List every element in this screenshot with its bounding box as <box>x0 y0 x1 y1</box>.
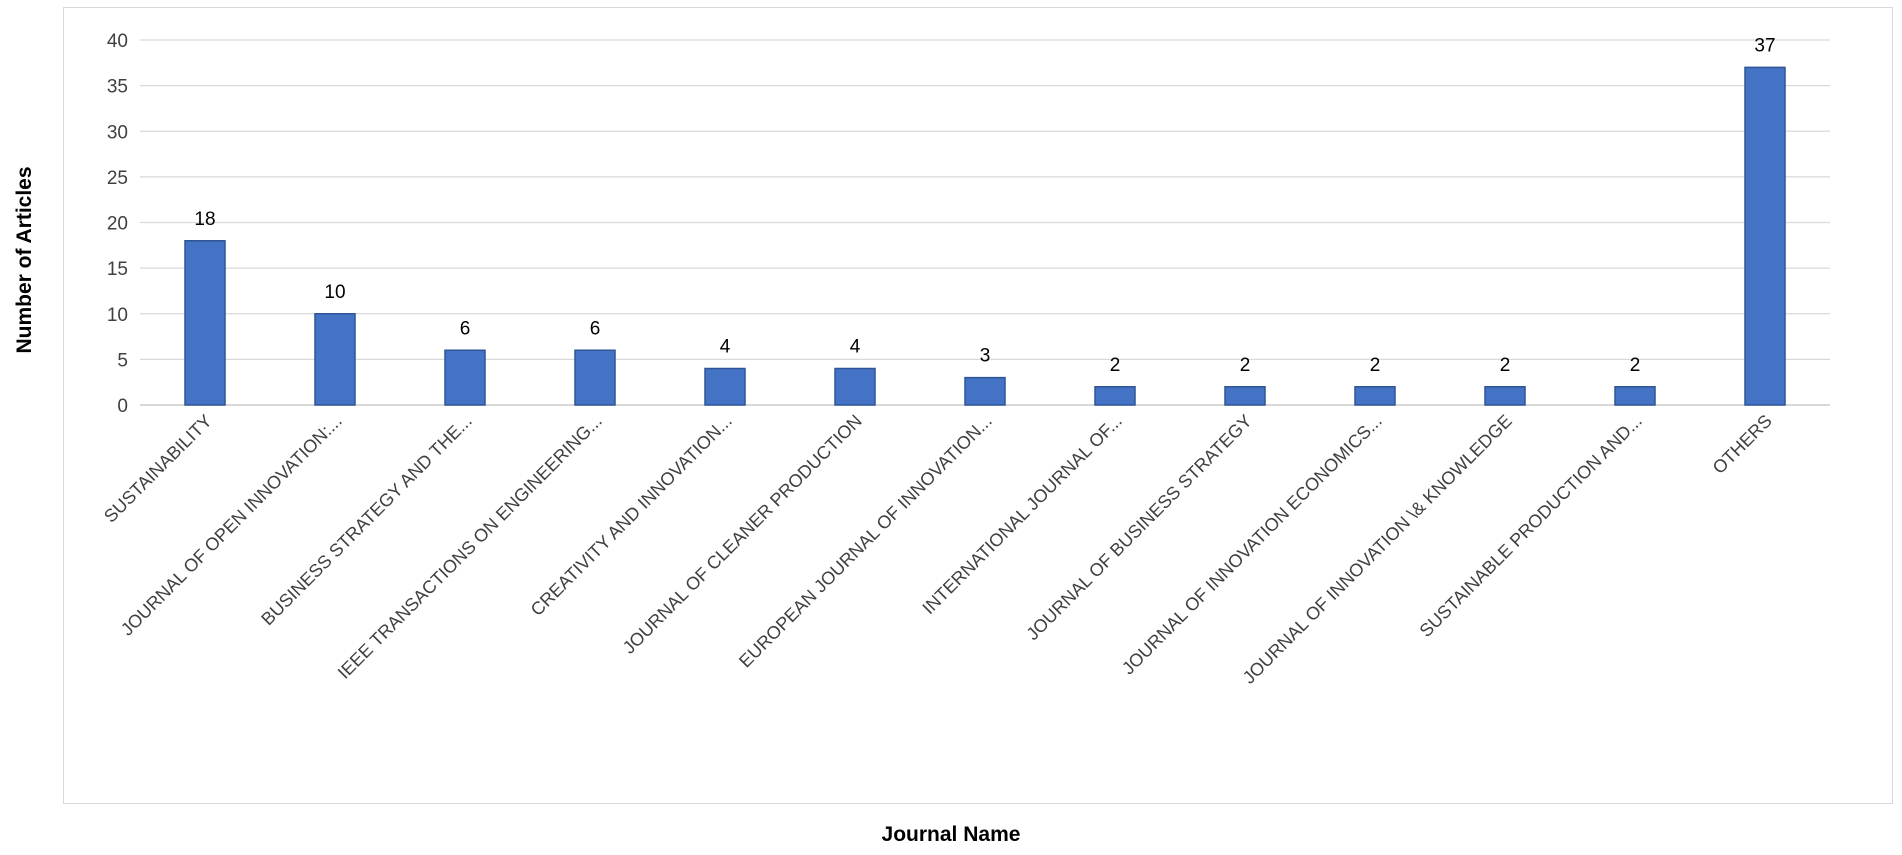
data-label: 2 <box>1370 355 1381 376</box>
category-label: JOURNAL OF CLEANER PRODUCTION <box>619 411 866 658</box>
data-label: 4 <box>720 337 731 358</box>
bars <box>184 66 1786 406</box>
category-label: BUSINESS STRATEGY AND THE... <box>257 411 476 630</box>
data-label: 2 <box>1630 355 1641 376</box>
y-tick-label: 10 <box>107 305 128 326</box>
bar <box>1354 386 1396 406</box>
data-label: 2 <box>1110 355 1121 376</box>
bar <box>704 367 746 406</box>
y-tick-label: 35 <box>107 77 128 98</box>
bar <box>1614 386 1656 406</box>
y-tick-label: 40 <box>107 31 128 52</box>
bar <box>184 240 226 406</box>
data-label: 6 <box>590 318 601 339</box>
y-tick-label: 30 <box>107 122 128 143</box>
data-label: 18 <box>194 209 215 230</box>
gridlines <box>140 39 1830 406</box>
bar <box>834 367 876 406</box>
data-label: 37 <box>1754 35 1775 56</box>
data-label: 10 <box>324 282 345 303</box>
category-label: JOURNAL OF OPEN INNOVATION:... <box>117 411 346 640</box>
category-label: JOURNAL OF BUSINESS STRATEGY <box>1022 411 1255 644</box>
category-label: SUSTAINABILITY <box>100 411 216 527</box>
data-label: 2 <box>1500 355 1511 376</box>
category-label: OTHERS <box>1709 411 1776 478</box>
bar <box>314 313 356 406</box>
y-axis-title: Number of Articles <box>13 166 36 354</box>
category-label: JOURNAL OF INNOVATION ECONOMICS... <box>1118 411 1386 679</box>
category-label: SUSTAINABLE PRODUCTION AND... <box>1416 411 1646 641</box>
y-tick-label: 15 <box>107 259 128 280</box>
data-label: 4 <box>850 337 861 358</box>
bar <box>964 376 1006 406</box>
y-tick-label: 20 <box>107 214 128 235</box>
bar <box>1484 386 1526 406</box>
data-labels: 18 10 6 6 4 4 3 2 2 2 2 2 37 <box>194 35 1775 375</box>
data-label: 3 <box>980 346 991 367</box>
category-label: IEEE TRANSACTIONS ON ENGINEERING... <box>334 411 606 683</box>
y-tick-label: 0 <box>117 396 128 417</box>
category-label: JOURNAL OF INNOVATION \& KNOWLEDGE <box>1239 411 1516 688</box>
bar <box>1094 386 1136 406</box>
data-label: 2 <box>1240 355 1251 376</box>
bar <box>1744 66 1786 406</box>
data-label: 6 <box>460 318 471 339</box>
bar <box>444 349 486 406</box>
bar <box>574 349 616 406</box>
y-tick-label: 5 <box>117 350 128 371</box>
y-tick-label: 25 <box>107 168 128 189</box>
category-label: EUROPEAN JOURNAL OF INNOVATION... <box>735 411 996 672</box>
x-axis-title: Journal Name <box>881 823 1021 846</box>
y-tick-labels: 0 5 10 15 20 25 30 35 40 <box>107 31 128 417</box>
category-label: CREATIVITY AND INNOVATION... <box>527 411 736 620</box>
bar <box>1224 386 1266 406</box>
